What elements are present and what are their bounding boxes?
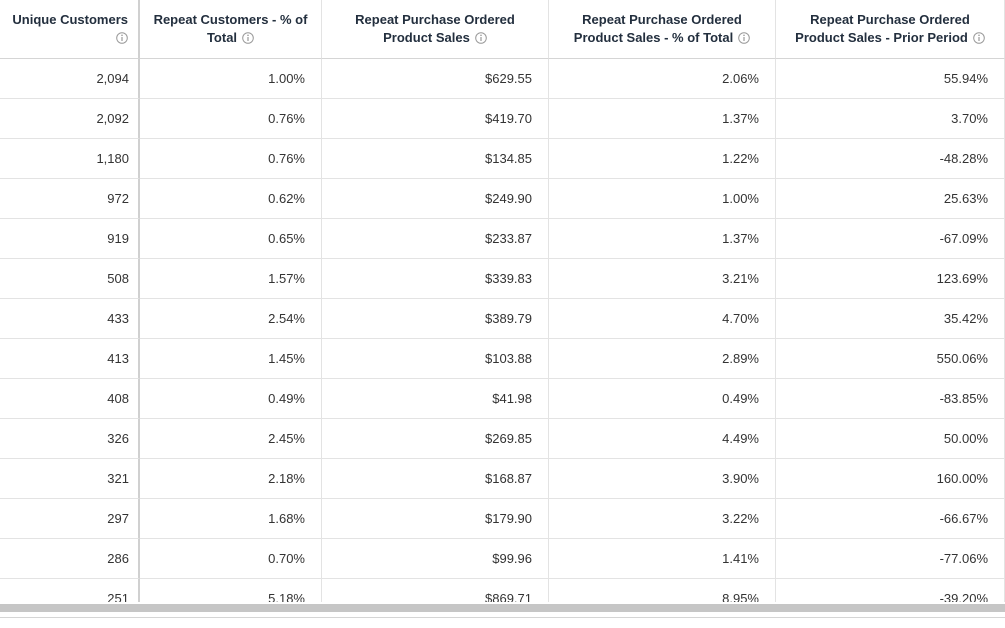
table-cell: 3.21%	[549, 259, 776, 299]
table-cell: 1.37%	[549, 219, 776, 259]
header-label: Repeat Purchase Ordered Product Sales - …	[573, 12, 742, 45]
table-cell: 286	[0, 539, 140, 579]
table-cell: $419.70	[322, 99, 549, 139]
table-cell: $233.87	[322, 219, 549, 259]
info-icon[interactable]	[738, 32, 750, 44]
table-cell: 2.54%	[140, 299, 322, 339]
table-cell: -39.20%	[776, 579, 1005, 602]
table-cell: 3.22%	[549, 499, 776, 539]
header-label: Unique Customers	[12, 12, 128, 27]
table-cell: 2.18%	[140, 459, 322, 499]
table-cell: 408	[0, 379, 140, 419]
horizontal-scrollbar[interactable]	[0, 604, 1005, 612]
table-cell: 2.89%	[549, 339, 776, 379]
header-label: Repeat Customers - % of Total	[153, 12, 308, 45]
table-cell: 25.63%	[776, 179, 1005, 219]
header-text: Repeat Purchase Ordered Product Sales - …	[557, 11, 767, 47]
table-cell: 1.57%	[140, 259, 322, 299]
table-cell: 4.70%	[549, 299, 776, 339]
info-icon[interactable]	[973, 32, 985, 44]
table-cell: 0.49%	[140, 379, 322, 419]
table-cell: 0.76%	[140, 139, 322, 179]
table-cell: 3.90%	[549, 459, 776, 499]
table-cell: 550.06%	[776, 339, 1005, 379]
data-table: Unique Customers Repeat Customers - % of …	[0, 0, 1005, 602]
table-cell: 55.94%	[776, 59, 1005, 99]
info-icon[interactable]	[475, 32, 487, 44]
table-cell: 2,094	[0, 59, 140, 99]
table-cell: $249.90	[322, 179, 549, 219]
table-cell: -67.09%	[776, 219, 1005, 259]
column-header[interactable]: Repeat Purchase Ordered Product Sales - …	[776, 0, 1005, 59]
table-cell: -77.06%	[776, 539, 1005, 579]
header-label: Repeat Purchase Ordered Product Sales - …	[795, 12, 970, 45]
table-cell: 251	[0, 579, 140, 602]
table-cell: 2.06%	[549, 59, 776, 99]
table-cell: 1.00%	[549, 179, 776, 219]
table-cell: 2.45%	[140, 419, 322, 459]
header-text: Repeat Customers - % of Total	[148, 11, 313, 47]
header-text: Unique Customers	[8, 11, 128, 47]
table-cell: 1.00%	[140, 59, 322, 99]
table-cell: $339.83	[322, 259, 549, 299]
table-cell: 50.00%	[776, 419, 1005, 459]
table-cell: 0.49%	[549, 379, 776, 419]
table-cell: 0.62%	[140, 179, 322, 219]
table-cell: 0.65%	[140, 219, 322, 259]
header-text: Repeat Purchase Ordered Product Sales - …	[784, 11, 996, 47]
table-cell: 1.22%	[549, 139, 776, 179]
table-cell: 1.41%	[549, 539, 776, 579]
table-cell: 433	[0, 299, 140, 339]
table-cell: 413	[0, 339, 140, 379]
table-cell: $389.79	[322, 299, 549, 339]
table-cell: $179.90	[322, 499, 549, 539]
table-cell: 972	[0, 179, 140, 219]
table-cell: 1,180	[0, 139, 140, 179]
table-cell: 8.95%	[549, 579, 776, 602]
header-label: Repeat Purchase Ordered Product Sales	[355, 12, 515, 45]
column-header[interactable]: Repeat Purchase Ordered Product Sales - …	[549, 0, 776, 59]
table-cell: 919	[0, 219, 140, 259]
table-cell: 1.68%	[140, 499, 322, 539]
table-cell: 160.00%	[776, 459, 1005, 499]
table-cell: 1.45%	[140, 339, 322, 379]
table-cell: $168.87	[322, 459, 549, 499]
table-cell: 321	[0, 459, 140, 499]
table-cell: 0.70%	[140, 539, 322, 579]
column-header[interactable]: Unique Customers	[0, 0, 140, 59]
info-icon[interactable]	[242, 32, 254, 44]
table-cell: 4.49%	[549, 419, 776, 459]
table-cell: 508	[0, 259, 140, 299]
info-icon[interactable]	[116, 32, 128, 44]
table-cell: -83.85%	[776, 379, 1005, 419]
column-header[interactable]: Repeat Customers - % of Total	[140, 0, 322, 59]
column-header[interactable]: Repeat Purchase Ordered Product Sales	[322, 0, 549, 59]
table-cell: 2,092	[0, 99, 140, 139]
table-cell: $869.71	[322, 579, 549, 602]
table-cell: $134.85	[322, 139, 549, 179]
table-cell: 297	[0, 499, 140, 539]
table-cell: -48.28%	[776, 139, 1005, 179]
table-cell: $103.88	[322, 339, 549, 379]
table-cell: 0.76%	[140, 99, 322, 139]
table-cell: $269.85	[322, 419, 549, 459]
table-cell: 123.69%	[776, 259, 1005, 299]
header-text: Repeat Purchase Ordered Product Sales	[330, 11, 540, 47]
table-cell: 5.18%	[140, 579, 322, 602]
table-cell: 326	[0, 419, 140, 459]
table-cell: $629.55	[322, 59, 549, 99]
table-cell: $99.96	[322, 539, 549, 579]
table-cell: 3.70%	[776, 99, 1005, 139]
table-cell: 1.37%	[549, 99, 776, 139]
table-cell: 35.42%	[776, 299, 1005, 339]
table-cell: $41.98	[322, 379, 549, 419]
table-cell: -66.67%	[776, 499, 1005, 539]
divider	[0, 617, 1005, 618]
